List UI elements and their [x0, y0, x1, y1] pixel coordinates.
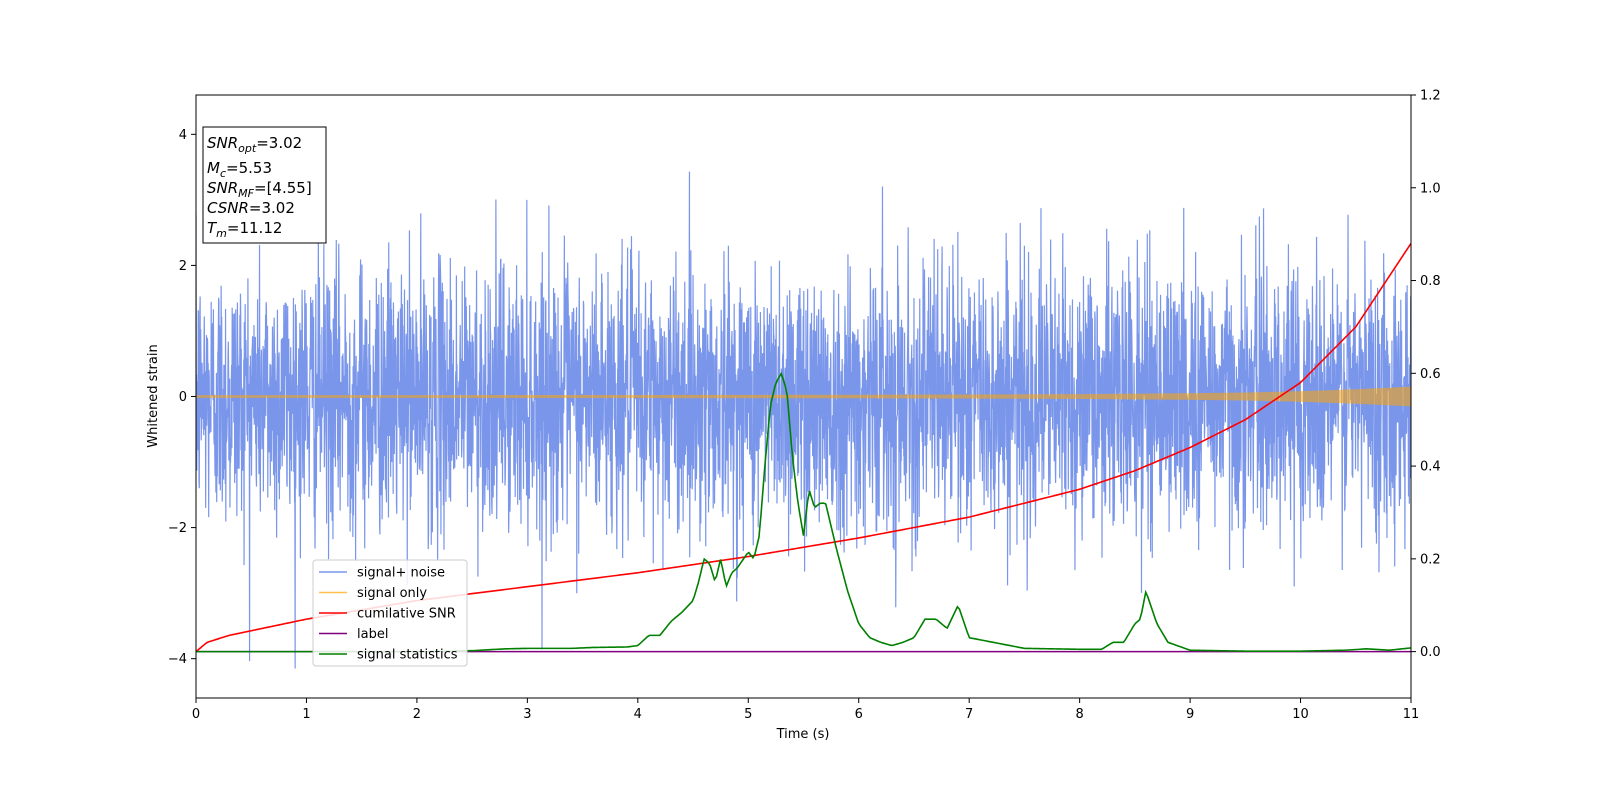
- info-mc: Mc=5.53: [207, 159, 272, 180]
- x-axis-label: Time (s): [776, 727, 830, 742]
- y2-tick-label: 0.8: [1420, 274, 1441, 289]
- x-tick-label: 10: [1292, 707, 1309, 722]
- x-tick-label: 4: [634, 707, 642, 722]
- x-axis: 0 1 2 3 4 5 6 7 8 9 10 11: [192, 698, 1419, 722]
- legend-label: signal+ noise: [357, 566, 445, 581]
- x-tick-label: 11: [1403, 707, 1420, 722]
- info-tm: Tm=11.12: [207, 219, 282, 240]
- x-tick-label: 2: [413, 707, 421, 722]
- y-axis-label: Whitened strain: [146, 344, 161, 447]
- x-tick-label: 7: [965, 707, 973, 722]
- legend-label: signal statistics: [357, 648, 458, 663]
- y2-tick-label: 0.0: [1420, 645, 1441, 660]
- y-tick-label: 2: [179, 259, 187, 274]
- info-snr-opt: SNRopt=3.02: [207, 134, 302, 155]
- info-snr-mf: SNRMF=[4.55]: [207, 179, 312, 200]
- y-tick-label: −2: [168, 521, 187, 536]
- y2-tick-label: 0.2: [1420, 552, 1441, 567]
- x-tick-label: 3: [523, 707, 531, 722]
- legend-label: label: [357, 627, 388, 642]
- y-tick-label: 4: [179, 128, 187, 143]
- y2-tick-label: 1.0: [1420, 181, 1441, 196]
- info-box: SNRopt=3.02 Mc=5.53 SNRMF=[4.55] CSNR=3.…: [202, 126, 327, 244]
- series-signal-only-line: [196, 386, 1411, 407]
- x-tick-label: 6: [855, 707, 863, 722]
- y2-tick-label: 1.2: [1420, 89, 1441, 104]
- info-csnr: CSNR=3.02: [207, 199, 295, 217]
- info-box-frame: [202, 126, 327, 244]
- x-tick-label: 9: [1186, 707, 1194, 722]
- x-tick-label: 8: [1075, 707, 1083, 722]
- y-tick-label: −4: [168, 652, 187, 667]
- y-tick-label: 0: [179, 390, 187, 405]
- y-axis-right: 0.0 0.2 0.4 0.6 0.8 1.0 1.2: [1411, 89, 1441, 660]
- legend: signal+ noise signal only cumilative SNR la…: [312, 559, 468, 667]
- y-axis-left: −4 −2 0 2 4: [168, 128, 196, 667]
- x-tick-label: 1: [302, 707, 310, 722]
- legend-entries: signal+ noise signal only cumilative SNR la…: [319, 566, 458, 663]
- legend-label: cumilative SNR: [357, 607, 456, 622]
- y2-tick-label: 0.6: [1420, 367, 1441, 382]
- legend-frame: [312, 559, 468, 667]
- x-tick-label: 0: [192, 707, 200, 722]
- legend-label: signal only: [357, 586, 427, 601]
- x-tick-label: 5: [744, 707, 752, 722]
- y2-tick-label: 0.4: [1420, 460, 1441, 475]
